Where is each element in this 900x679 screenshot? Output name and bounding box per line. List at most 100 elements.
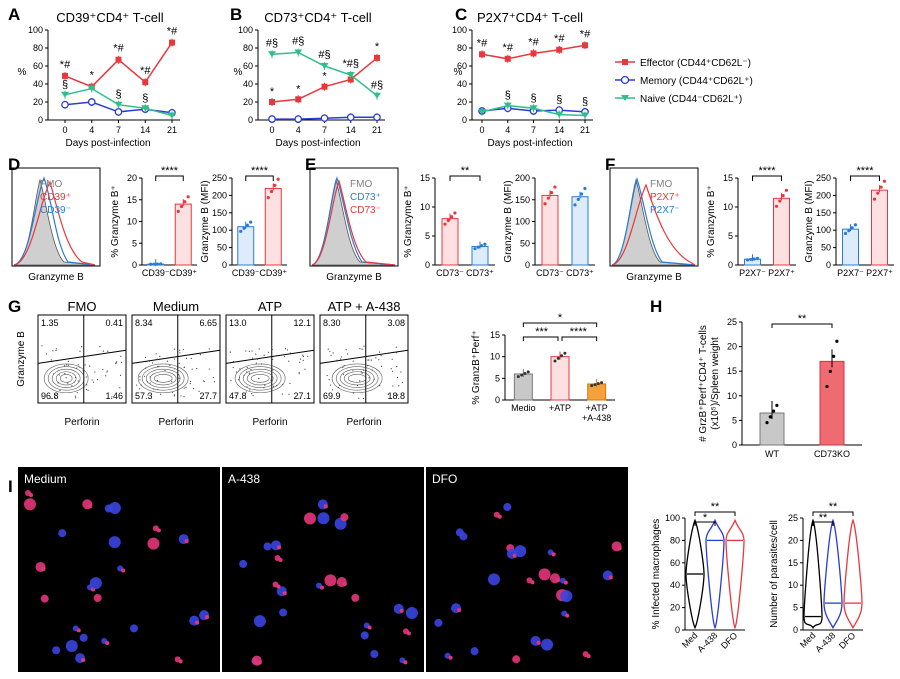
bar <box>819 360 845 446</box>
event-dot <box>149 382 151 384</box>
annotation: *# <box>580 28 591 40</box>
annotation: * <box>90 70 95 82</box>
event-dot <box>119 374 122 377</box>
event-dot <box>79 350 81 352</box>
data-point <box>276 177 280 181</box>
event-dot <box>102 350 105 352</box>
x-tick-label: 7 <box>322 125 327 135</box>
bar <box>871 189 888 266</box>
y-tick-label: 0 <box>826 260 831 270</box>
data-point <box>269 189 274 194</box>
annotation: #§ <box>318 49 330 61</box>
panel-letter-a: A <box>8 5 20 24</box>
contour <box>43 363 89 394</box>
sig-label: **** <box>570 326 588 338</box>
event-dot <box>396 366 398 368</box>
annotation: *# <box>503 42 514 54</box>
cell <box>405 606 418 619</box>
event-dot <box>252 394 254 397</box>
parasite <box>565 613 570 618</box>
event-dot <box>235 371 238 373</box>
sig-label: *** <box>535 326 549 338</box>
cell <box>324 574 337 587</box>
event-dot <box>149 376 151 378</box>
quadrant-ur: 0.41 <box>105 318 123 328</box>
event-dot <box>276 384 278 387</box>
parasite <box>367 625 372 630</box>
data-point <box>476 245 480 249</box>
event-dot <box>356 384 359 386</box>
memory-point <box>294 115 303 123</box>
y-tick-label: 80 <box>243 43 253 53</box>
event-dot <box>157 389 159 391</box>
sig-bracket <box>812 511 854 516</box>
y-tick-label: 0 <box>132 260 137 270</box>
y-tick-label: 50 <box>520 238 530 248</box>
effector-point <box>142 79 149 86</box>
event-dot <box>171 391 174 393</box>
hist-f-label-neg: P2X7⁻ <box>650 205 680 216</box>
event-dot <box>79 366 81 368</box>
data-point <box>152 262 156 266</box>
y-label: Granzyme B (MFI) <box>804 180 815 262</box>
data-point <box>516 375 520 379</box>
event-dot <box>229 351 231 353</box>
event-dot <box>55 348 57 350</box>
event-dot <box>251 350 253 352</box>
event-dot <box>326 374 328 377</box>
x-tick-label: P2X7⁻ <box>739 268 766 278</box>
effector-point <box>169 39 175 46</box>
parasite <box>342 582 347 587</box>
sig-bracket <box>694 521 716 526</box>
panel-a-ylabel: % <box>18 67 27 78</box>
event-dot <box>284 348 287 350</box>
data-point <box>183 200 187 204</box>
flow-ylabel: Granzyme B <box>16 331 27 387</box>
sig-label: **** <box>758 165 776 177</box>
contour <box>246 371 274 386</box>
legend-memory: Memory (CD44⁺CD62L⁺) <box>640 76 753 87</box>
y-tick-label: 40 <box>243 79 253 89</box>
violin-dfo <box>725 518 745 630</box>
panel-f-bar1: 0 5 10 15 P2X7⁻ P2X7⁺ **** % Granzyme B⁺ <box>706 165 796 278</box>
panel-letter-f: F <box>605 155 615 174</box>
event-dot <box>288 393 290 395</box>
data-point <box>749 257 753 262</box>
event-dot <box>41 345 43 347</box>
x-tick-label: P2X7⁺ <box>866 268 893 278</box>
panel-d-histogram: FMO CD39⁺ CD39⁻ Granzyme B <box>11 167 101 283</box>
micrograph-a-438 <box>222 467 424 672</box>
event-dot <box>298 397 300 400</box>
data-point <box>876 191 880 195</box>
event-dot <box>248 350 250 352</box>
legend-naive-marker <box>621 95 629 101</box>
event-dot <box>272 358 274 361</box>
event-dot <box>364 355 366 358</box>
event-dot <box>352 370 354 372</box>
event-dot <box>183 387 185 389</box>
y-tick-label: 0 <box>38 115 43 125</box>
event-dot <box>237 379 239 381</box>
data-point <box>480 244 484 248</box>
panel-e-bar2: 0 50 100 150 200 CD73⁻ CD73⁺ Granzyme B (MFI) <box>503 173 595 278</box>
event-dot <box>397 394 399 396</box>
y-tick-label: 150 <box>212 208 227 218</box>
bar <box>550 356 570 401</box>
sig-label: ** <box>819 512 828 524</box>
annotation: #§ <box>292 36 304 48</box>
cell <box>560 590 573 603</box>
data-point <box>583 186 587 191</box>
hist-f-label-fmo: FMO <box>650 179 672 190</box>
event-dot <box>213 381 216 383</box>
panel-c-chart: P2X7⁺CD4⁺ T-cell Days post-infection % 0… <box>452 10 593 149</box>
flow-title: Medium <box>153 299 199 314</box>
x-tick-label: +ATP <box>549 403 571 413</box>
event-dot <box>146 381 148 383</box>
x-tick-label: 7 <box>531 125 536 135</box>
data-point <box>847 228 851 233</box>
event-dot <box>232 366 234 369</box>
event-dot <box>71 385 73 387</box>
event-dot <box>235 394 237 397</box>
annotation: #§ <box>266 37 278 49</box>
event-dot <box>86 384 88 386</box>
